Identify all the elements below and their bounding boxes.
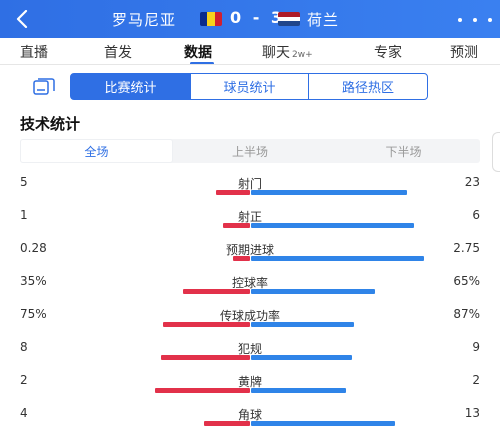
- away-bar: [251, 322, 354, 327]
- stat-away-value: 2.75: [453, 241, 480, 255]
- side-drawer-handle[interactable]: [492, 132, 500, 172]
- away-bar: [251, 289, 375, 294]
- period-full-match[interactable]: 全场: [20, 139, 173, 163]
- stat-away-value: 23: [464, 175, 480, 189]
- subtab-match-stats[interactable]: 比赛统计: [70, 73, 191, 100]
- stat-away-value: 65%: [453, 274, 480, 288]
- stat-label: 角球: [237, 408, 262, 422]
- stat-label: 射门: [237, 177, 262, 191]
- stat-home-value: 0.28: [20, 241, 47, 255]
- stat-home-value: 5: [20, 175, 28, 189]
- home-bar: [223, 223, 250, 228]
- stat-row: 75% 传球成功率 87%: [0, 307, 500, 340]
- active-tab-indicator: [190, 62, 214, 65]
- stat-row: 4 角球 13: [0, 406, 500, 439]
- home-bar: [155, 388, 250, 393]
- stat-row: 5 射门 23: [0, 175, 500, 208]
- stat-row: 2 黄牌 2: [0, 373, 500, 406]
- away-bar: [251, 190, 407, 195]
- tab-expert[interactable]: 专家: [374, 45, 402, 61]
- subtab-player-stats[interactable]: 球员统计: [190, 73, 309, 100]
- away-bar: [251, 223, 414, 228]
- home-bar: [204, 421, 250, 426]
- home-team-name: 罗马尼亚: [112, 11, 177, 29]
- stat-home-value: 75%: [20, 307, 47, 321]
- nav-divider: [0, 64, 500, 65]
- stat-home-value: 35%: [20, 274, 47, 288]
- away-bar: [251, 256, 424, 261]
- stat-label: 预期进球: [225, 243, 274, 257]
- stat-row: 35% 控球率 65%: [0, 274, 500, 307]
- period-first-half[interactable]: 上半场: [231, 144, 268, 159]
- stat-away-value: 6: [472, 208, 480, 222]
- stat-home-value: 4: [20, 406, 28, 420]
- stat-label: 射正: [237, 210, 262, 224]
- home-bar: [183, 289, 250, 294]
- tab-prediction[interactable]: 预测: [450, 45, 478, 61]
- match-nav: 直播 首发 数据 聊天 2w+ 专家 预测: [0, 38, 500, 65]
- back-button[interactable]: [8, 6, 36, 32]
- stat-away-value: 2: [472, 373, 480, 387]
- stat-label: 控球率: [231, 276, 268, 290]
- home-bar: [216, 190, 250, 195]
- match-score: 0 - 3: [230, 8, 286, 27]
- home-bar: [233, 256, 250, 261]
- stat-home-value: 1: [20, 208, 28, 222]
- away-bar: [251, 421, 395, 426]
- stat-away-value: 87%: [453, 307, 480, 321]
- tab-data[interactable]: 数据: [184, 45, 212, 61]
- match-header: 罗马尼亚 0 - 3 荷兰: [0, 0, 500, 38]
- netherlands-flag-icon: [278, 12, 300, 26]
- romania-flag-icon: [200, 12, 222, 26]
- stat-home-value: 8: [20, 340, 28, 354]
- tab-live[interactable]: 直播: [20, 45, 48, 61]
- tab-lineup[interactable]: 首发: [104, 45, 132, 61]
- period-tabs: 全场 上半场 下半场: [20, 139, 480, 163]
- away-bar: [251, 388, 346, 393]
- stat-label: 传球成功率: [219, 309, 280, 323]
- away-team-name: 荷兰: [307, 11, 340, 29]
- home-bar: [163, 322, 250, 327]
- subtab-heatmap[interactable]: 路径热区: [308, 73, 428, 100]
- stat-row: 0.28 预期进球 2.75: [0, 241, 500, 274]
- stat-away-value: 13: [464, 406, 480, 420]
- home-bar: [161, 355, 250, 360]
- more-dots-icon[interactable]: [458, 16, 492, 24]
- chat-count-badge: 2w+: [292, 50, 313, 60]
- back-arrow-icon: [16, 10, 28, 28]
- stat-label: 黄牌: [237, 375, 262, 389]
- stats-chart-icon[interactable]: [33, 78, 55, 96]
- stat-label: 犯规: [237, 342, 262, 356]
- stat-row: 1 射正 6: [0, 208, 500, 241]
- stat-home-value: 2: [20, 373, 28, 387]
- section-title: 技术统计: [20, 115, 81, 133]
- stat-away-value: 9: [472, 340, 480, 354]
- period-second-half[interactable]: 下半场: [385, 144, 422, 159]
- away-bar: [251, 355, 352, 360]
- stat-row: 8 犯规 9: [0, 340, 500, 373]
- tab-chat[interactable]: 聊天 2w+: [262, 45, 313, 61]
